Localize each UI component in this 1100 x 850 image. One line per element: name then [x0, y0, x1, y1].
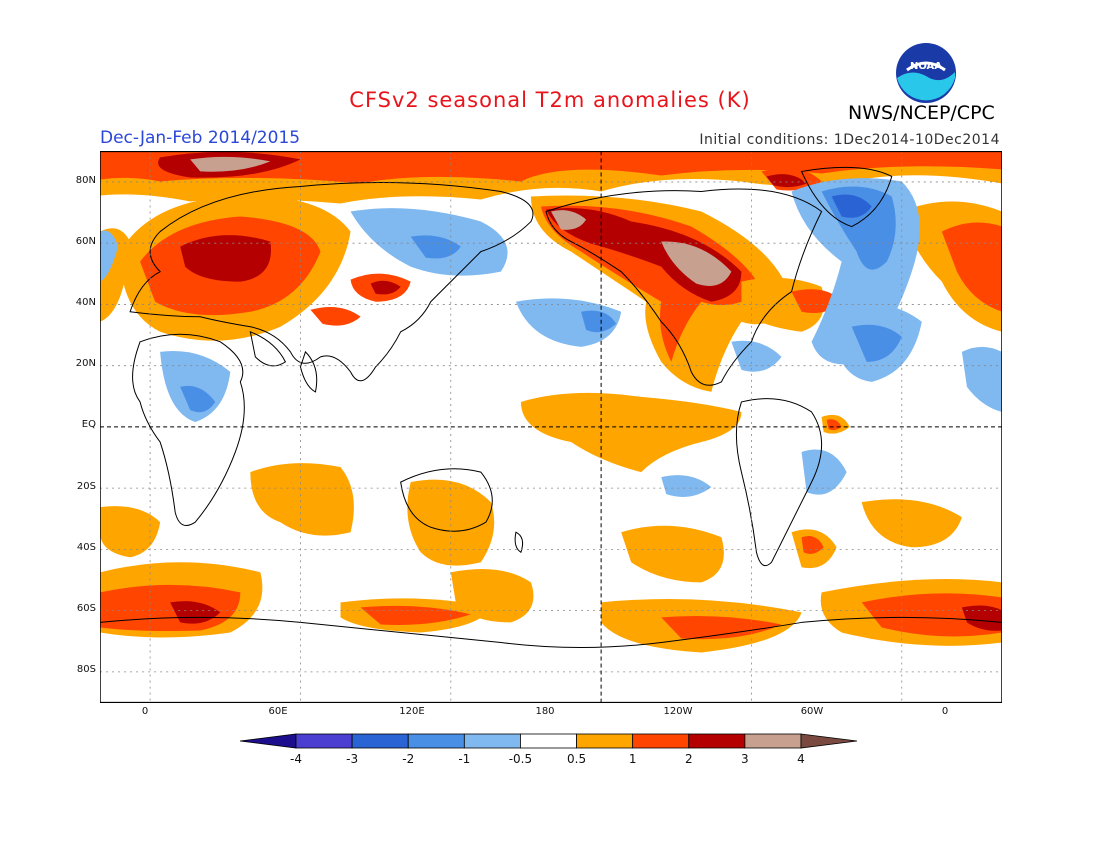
lon-label-0-right: 0 — [941, 706, 949, 717]
colorbar-segment-lowest — [240, 733, 297, 749]
lon-label-120e: 120E — [399, 706, 425, 717]
colorbar-segment-7 — [632, 733, 690, 749]
colorbar-segment-4 — [463, 733, 521, 749]
lat-label-80n: 80N — [75, 175, 96, 186]
warm-anomaly-southern — [100, 463, 962, 623]
initial-conditions: Initial conditions: 1Dec2014-10Dec2014 — [699, 132, 1000, 148]
organization-label: NWS/NCEP/CPC — [848, 102, 995, 124]
colorbar-tick-label: -1 — [458, 752, 471, 766]
lat-label-60n: 60N — [75, 236, 96, 247]
colorbar-tick-label: 1 — [628, 752, 637, 766]
colorbar-segment-8 — [688, 733, 746, 749]
lat-label-20s: 20S — [76, 481, 96, 492]
colorbar-tick-label: 4 — [797, 752, 805, 766]
colorbar-tick-label: 0.5 — [567, 752, 587, 766]
graticule — [100, 151, 1002, 703]
colorbar-tick-label: -0.5 — [508, 752, 533, 766]
colorbar-segment-5 — [520, 733, 577, 749]
chart-title: CFSv2 seasonal T2m anomalies (K) — [349, 88, 751, 112]
lon-label-60e: 60E — [268, 706, 288, 717]
colorbar-tick-label: -2 — [402, 752, 415, 766]
colorbar-segment-9 — [744, 733, 802, 749]
lat-label-60s: 60S — [76, 603, 96, 614]
lon-label-120w: 120W — [663, 706, 693, 717]
continent-outlines — [100, 166, 1002, 648]
warm-anomaly-tropical-pacific — [520, 392, 850, 473]
cool-anomaly-regions — [100, 178, 1002, 497]
lat-label-eq: EQ — [81, 419, 96, 430]
anomaly-map — [100, 151, 1002, 703]
lat-label-80s: 80S — [76, 664, 96, 675]
colorbar — [240, 733, 858, 749]
colorbar-segment-2 — [351, 733, 409, 749]
logo-text: NOAA — [910, 61, 942, 72]
colorbar-segment-1 — [295, 733, 353, 749]
colorbar-tick-label: 3 — [741, 752, 749, 766]
lat-label-40n: 40N — [75, 297, 96, 308]
warm-anomaly-arctic — [100, 151, 1002, 204]
lon-label-0-left: 0 — [141, 706, 149, 717]
colorbar-tick-label: 2 — [684, 752, 693, 766]
colorbar-segment-3 — [407, 733, 465, 749]
noaa-logo-icon: NOAA — [896, 43, 956, 103]
lon-label-180: 180 — [535, 706, 555, 717]
warm-anomaly-southern-ocean — [100, 201, 1002, 653]
colorbar-tick-label: -3 — [346, 752, 359, 766]
warm-anomaly-north-america — [530, 168, 842, 392]
lat-label-40s: 40S — [76, 542, 96, 553]
forecast-period: Dec-Jan-Feb 2014/2015 — [100, 128, 301, 148]
colorbar-tick-label: -4 — [290, 752, 302, 766]
lon-label-60w: 60W — [800, 706, 824, 717]
colorbar-segment-highest — [800, 733, 858, 749]
colorbar-segment-6 — [576, 733, 634, 749]
lat-label-20n: 20N — [75, 358, 96, 369]
